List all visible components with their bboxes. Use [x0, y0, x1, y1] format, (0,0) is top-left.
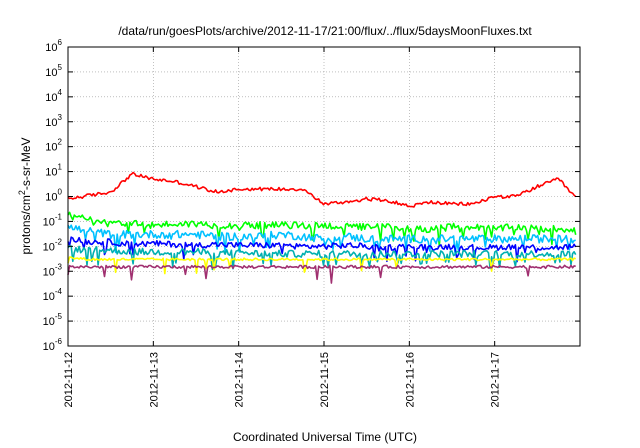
- y-tick-label: 103: [45, 113, 62, 129]
- y-axis: 106 105 104 103 102 101 100 10-1 10-2 10-3 10-4 10-…: [43, 38, 580, 353]
- y-tick-label: 10-3: [43, 262, 63, 278]
- y-tick-label: 101: [45, 163, 62, 179]
- y-tick-label: 10-2: [43, 237, 63, 253]
- x-axis-label: Coordinated Universal Time (UTC): [233, 430, 417, 444]
- y-tick-label: 100: [45, 188, 62, 204]
- x-tick-label: 2012-11-17: [490, 352, 502, 407]
- grid: [68, 47, 580, 346]
- y-tick-label: 10-1: [43, 212, 63, 228]
- y-tick-label: 10-5: [43, 312, 63, 328]
- x-tick-label: 2012-11-14: [234, 352, 246, 407]
- y-tick-label: 106: [45, 38, 62, 54]
- y-axis-label: protons/cm2-s-sr-MeV: [17, 137, 33, 254]
- y-tick-label: 102: [45, 138, 62, 154]
- y-axis-label-sup: 2: [17, 190, 27, 195]
- series-line: [67, 264, 576, 284]
- y-tick-label: 105: [45, 63, 62, 79]
- y-tick-label: 10-6: [43, 337, 63, 353]
- series-line: [67, 245, 577, 271]
- series-line: [67, 211, 577, 247]
- series-line: [67, 224, 576, 255]
- x-tick-label: 2012-11-12: [63, 352, 75, 407]
- y-tick-label: 104: [45, 88, 62, 104]
- x-tick-label: 2012-11-15: [319, 352, 331, 407]
- series-group: [67, 171, 577, 284]
- y-tick-label: 10-4: [43, 287, 63, 303]
- x-axis: 2012-11-12 2012-11-13 2012-11-14 2012-11-15…: [63, 47, 502, 407]
- series-line: [67, 236, 577, 263]
- chart-title: /data/run/goesPlots/archive/2012-11-17/2…: [118, 24, 532, 38]
- y-axis-label-pre: protons/cm: [19, 195, 33, 254]
- x-tick-label: 2012-11-16: [404, 352, 416, 407]
- x-tick-label: 2012-11-13: [148, 352, 160, 407]
- y-axis-label-post: -s-sr-MeV: [19, 137, 33, 190]
- series-line: [67, 171, 577, 208]
